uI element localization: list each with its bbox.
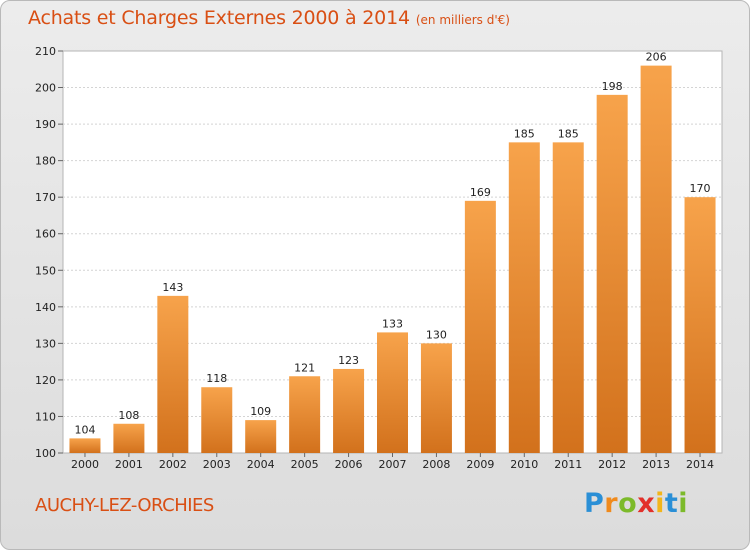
value-labels: 104 108 143 118 109 121 123 133 130 169 185 185 198 2… [74,51,710,437]
chart-subtitle: (en milliers d'€) [415,13,510,27]
y-tick-label: 100 [35,447,56,460]
x-tick-label: 2001 [115,458,143,471]
y-tick-label: 120 [35,374,56,387]
y-axis: 100 110 120 130 140 150 160 170 180 190 200 210 [35,45,63,460]
proxiti-logo: Proxiti [584,488,688,519]
y-tick-label: 210 [35,45,56,58]
bar-2012 [596,94,628,453]
value-label: 104 [74,423,95,436]
y-tick-label: 170 [35,191,56,204]
value-label: 130 [426,328,447,341]
bar-2005 [289,376,321,453]
x-tick-label: 2007 [379,458,407,471]
x-tick-label: 2000 [71,458,99,471]
x-tick-label: 2009 [466,458,494,471]
bar-2002 [157,295,189,453]
commune-name: AUCHY-LEZ-ORCHIES [35,495,214,516]
value-label: 123 [338,354,359,367]
x-tick-label: 2011 [554,458,582,471]
x-tick-label: 2005 [291,458,319,471]
x-tick-label: 2006 [335,458,363,471]
value-label: 206 [646,51,667,64]
logo-letter: P [584,488,605,519]
bar-2007 [377,332,408,453]
value-label: 121 [294,361,315,374]
x-tick-label: 2013 [642,458,670,471]
y-tick-label: 130 [35,337,56,350]
value-label: 198 [602,80,623,93]
value-label: 108 [118,409,139,422]
y-tick-label: 160 [35,228,56,241]
x-tick-label: 2008 [422,458,450,471]
value-label: 185 [558,127,579,140]
x-axis: 2000 2001 2002 2003 2004 2005 2006 2007 2008 2009… [71,453,714,471]
bar-2000 [69,438,101,453]
value-label: 170 [690,182,711,195]
bar-2006 [333,368,365,453]
x-tick-label: 2012 [598,458,626,471]
logo-letter: r [604,488,619,519]
bar-2009 [464,200,496,453]
value-label: 185 [514,127,535,140]
y-tick-label: 140 [35,301,56,314]
logo-letter: t [664,488,679,519]
bar-2008 [420,343,452,453]
chart-title: Achats et Charges Externes 2000 à 2014 (e… [28,7,510,29]
y-tick-label: 180 [35,155,56,168]
value-label: 118 [206,372,227,385]
bar-series [69,65,716,454]
x-tick-label: 2004 [247,458,275,471]
x-tick-label: 2010 [510,458,538,471]
bar-2001 [113,423,145,453]
logo-letter: x [637,488,656,519]
bar-2003 [201,387,233,453]
bar-2014 [684,197,716,453]
chart-title-text: Achats et Charges Externes 2000 à 2014 [28,7,410,29]
value-label: 109 [250,405,271,418]
bar-2004 [245,420,277,453]
y-tick-label: 150 [35,264,56,277]
bar-2011 [552,142,584,453]
y-tick-label: 200 [35,82,56,95]
x-tick-label: 2003 [203,458,231,471]
x-tick-label: 2002 [159,458,187,471]
value-label: 143 [162,281,183,294]
value-label: 133 [382,317,403,330]
x-tick-label: 2014 [686,458,714,471]
bar-2013 [640,65,672,454]
y-tick-label: 190 [35,118,56,131]
bar-2010 [508,142,540,453]
logo-letter: i [678,488,689,519]
logo-letter: o [618,488,638,519]
y-tick-label: 110 [35,410,56,423]
logo-letter: i [655,488,665,519]
value-label: 169 [470,186,491,199]
